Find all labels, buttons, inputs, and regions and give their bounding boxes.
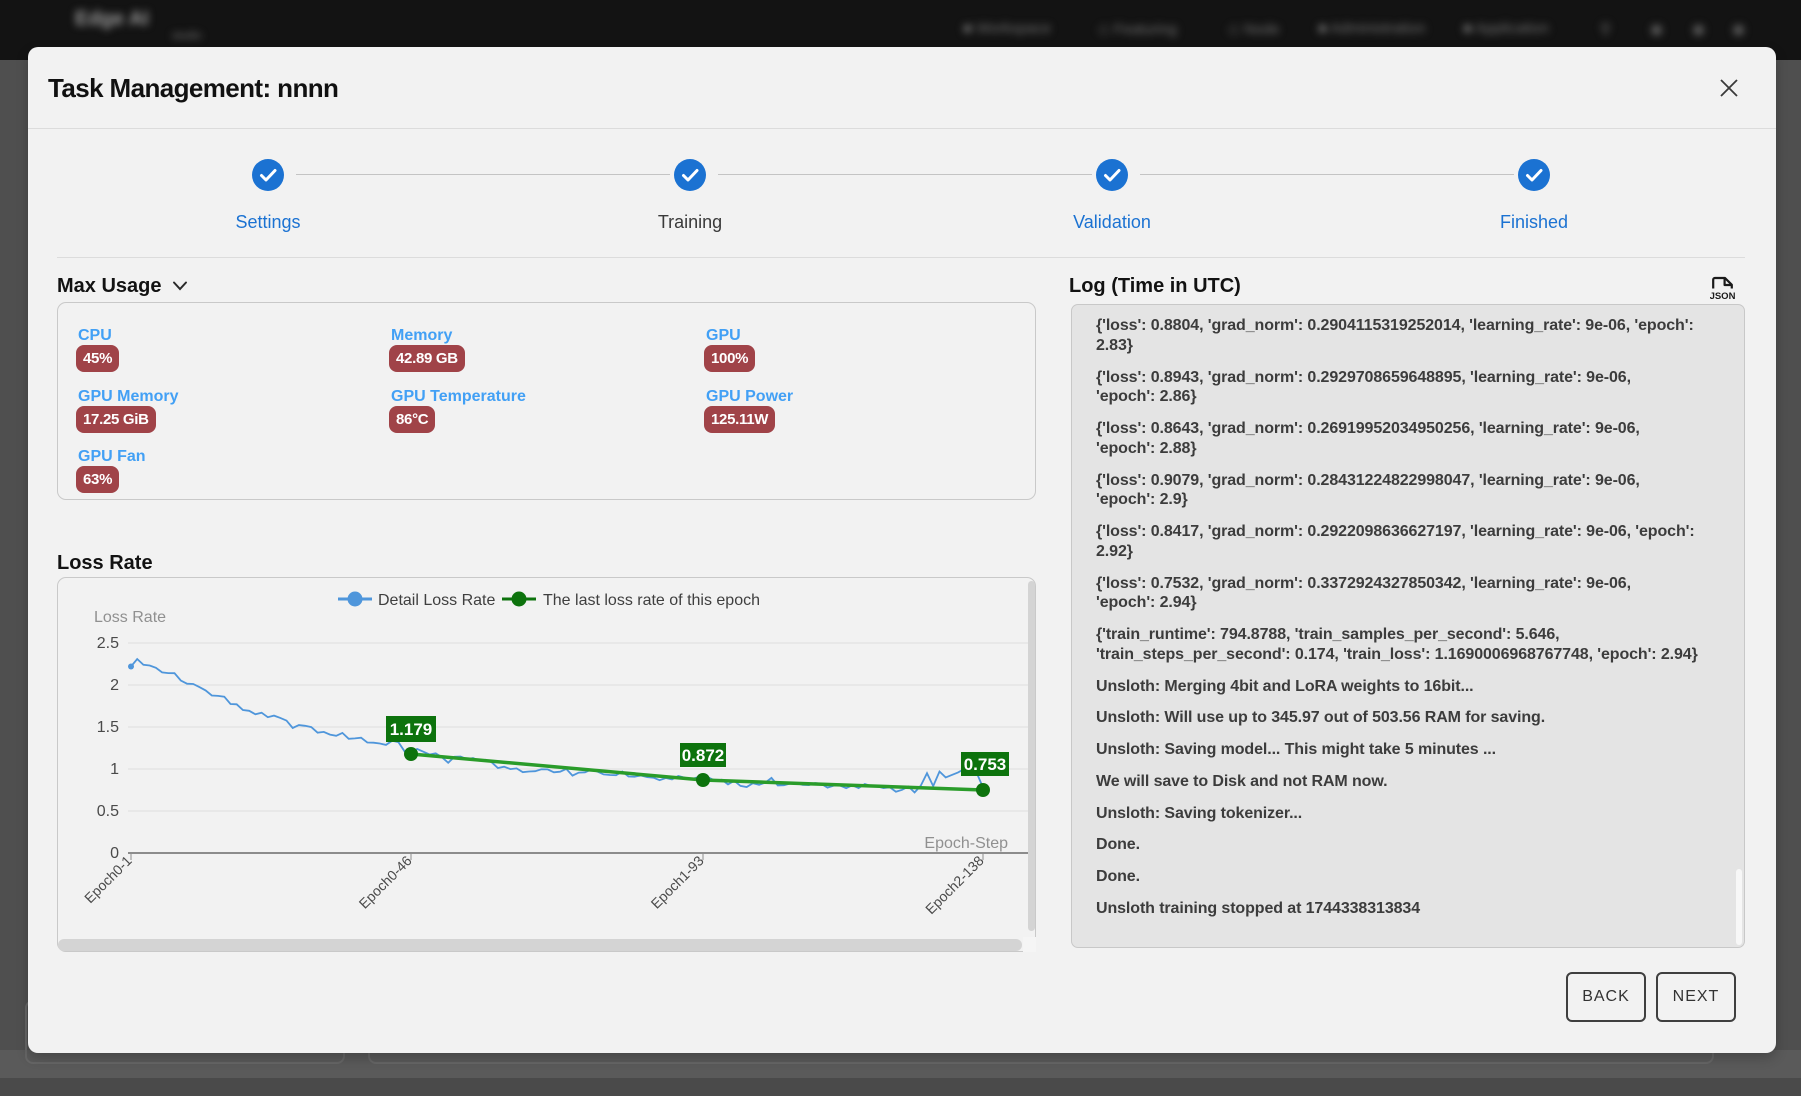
- svg-text:0: 0: [110, 845, 119, 862]
- svg-text:Epoch0-1: Epoch0-1: [81, 852, 135, 906]
- svg-text:JSON: JSON: [1710, 291, 1736, 301]
- svg-text:2: 2: [110, 677, 119, 694]
- svg-text:Epoch0-46: Epoch0-46: [356, 852, 415, 911]
- svg-text:Epoch2-138: Epoch2-138: [922, 852, 987, 917]
- svg-text:Loss Rate: Loss Rate: [94, 609, 166, 626]
- svg-text:2.5: 2.5: [97, 635, 119, 652]
- svg-text:0.872: 0.872: [682, 746, 725, 765]
- svg-text:1.5: 1.5: [97, 719, 119, 736]
- svg-text:Epoch1-93: Epoch1-93: [648, 852, 707, 911]
- svg-text:1.179: 1.179: [390, 720, 433, 739]
- svg-text:Epoch-Step: Epoch-Step: [924, 835, 1008, 852]
- svg-text:0.753: 0.753: [964, 755, 1007, 774]
- svg-text:The last loss rate of this epo: The last loss rate of this epoch: [543, 592, 760, 609]
- svg-text:Detail Loss Rate: Detail Loss Rate: [378, 592, 495, 609]
- svg-text:0.5: 0.5: [97, 803, 119, 820]
- svg-text:1: 1: [110, 761, 119, 778]
